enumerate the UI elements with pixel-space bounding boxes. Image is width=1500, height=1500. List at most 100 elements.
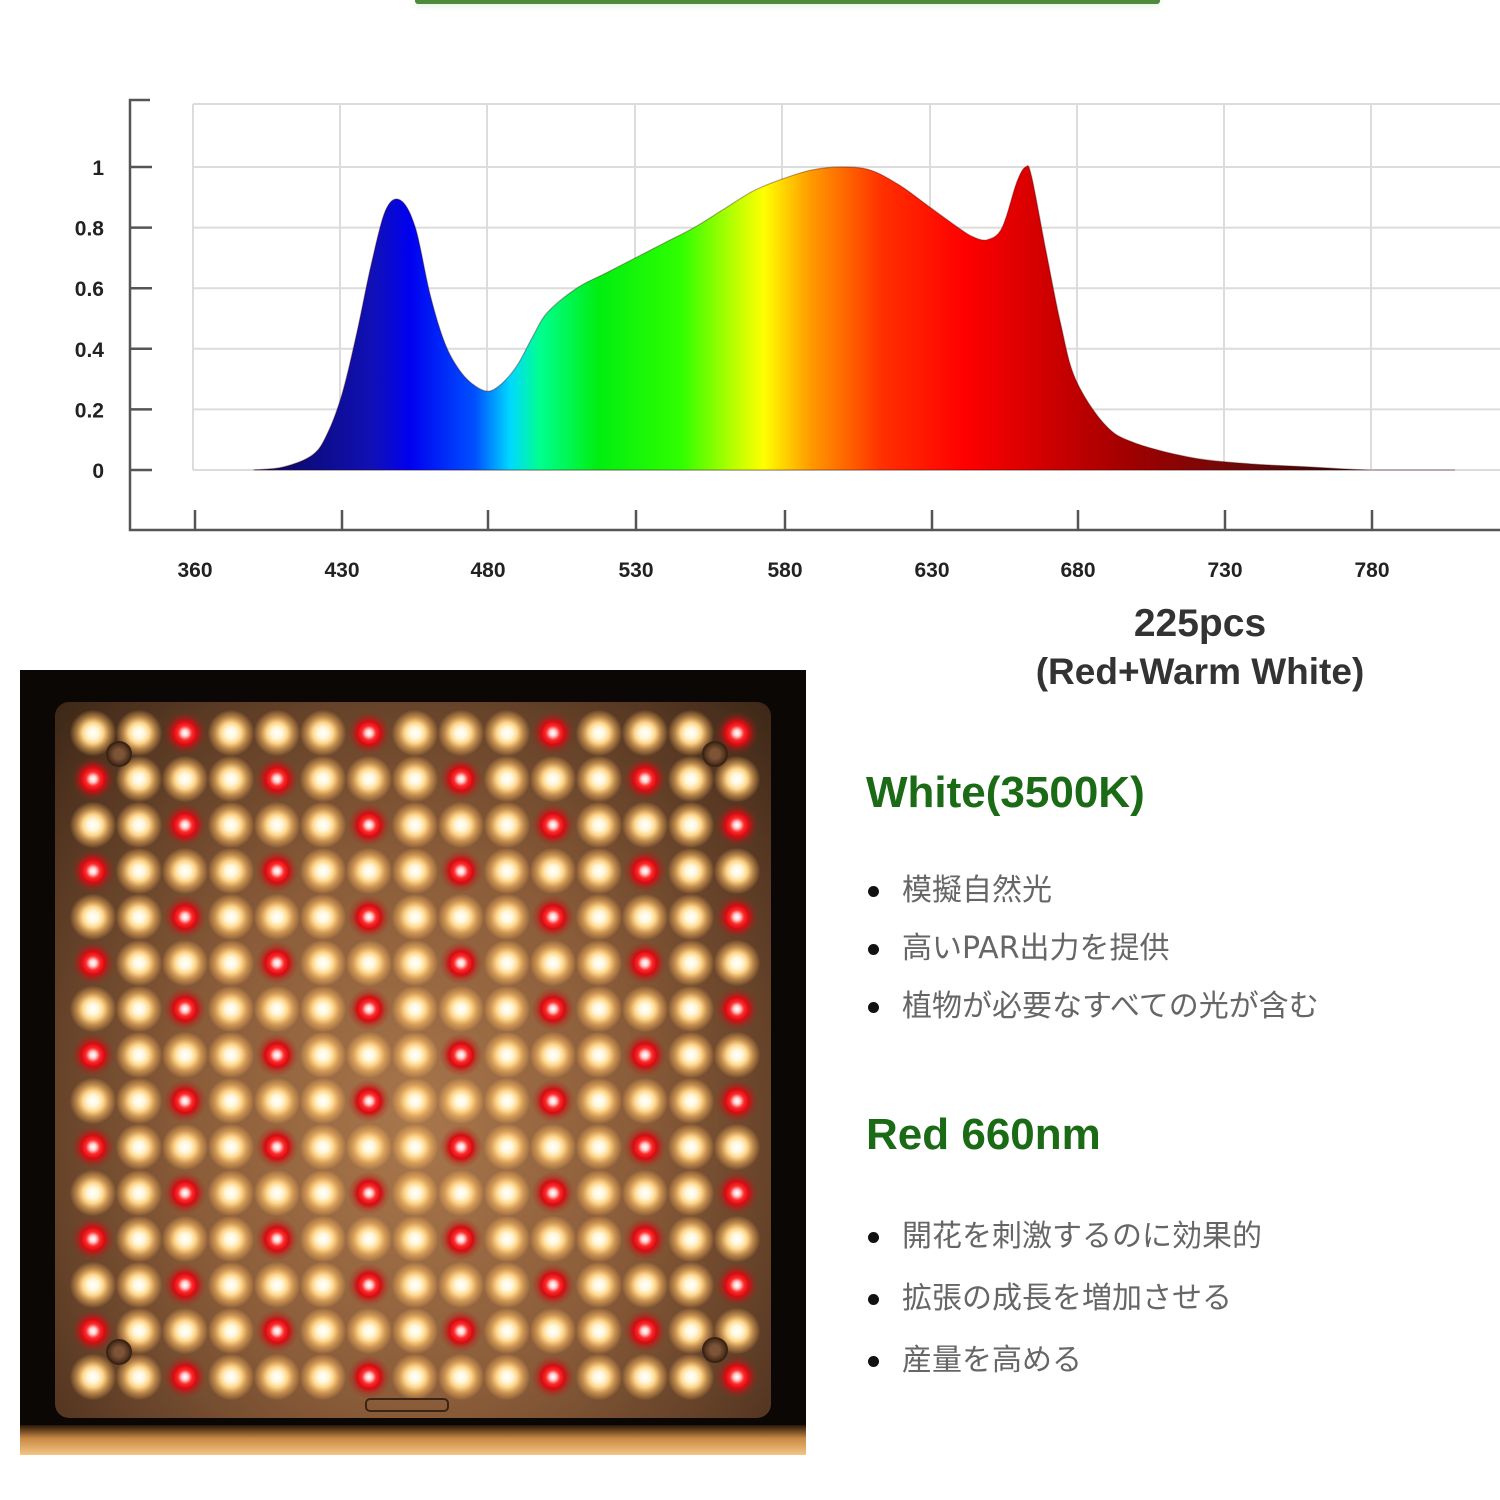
red-led (162, 1354, 208, 1400)
white-led (668, 848, 714, 894)
x-tick-label: 630 (914, 559, 949, 582)
top-accent-bar (415, 0, 1160, 4)
y-tick-label: 0.8 (75, 218, 105, 241)
white-led (116, 986, 162, 1032)
white-led (392, 1262, 438, 1308)
white-led (484, 848, 530, 894)
white-led (530, 756, 576, 802)
list-item: 植物が必要なすべての光が含む (866, 978, 1319, 1036)
white-led (484, 940, 530, 986)
white-led (392, 1124, 438, 1170)
x-tick-label: 780 (1354, 559, 1389, 582)
white-led (714, 1032, 760, 1078)
white-led (208, 1078, 254, 1124)
red-led (162, 1170, 208, 1216)
red-led (346, 986, 392, 1032)
white-led (576, 756, 622, 802)
bullet-icon (868, 886, 879, 897)
white-led (576, 1216, 622, 1262)
white-section-title: White(3500K) (866, 768, 1145, 817)
white-led (530, 848, 576, 894)
white-led (530, 940, 576, 986)
red-led (714, 894, 760, 940)
mounting-screw-icon (702, 1337, 728, 1363)
red-led (254, 940, 300, 986)
white-led (300, 1124, 346, 1170)
red-led (162, 986, 208, 1032)
y-axis-ticks: 1 0.8 0.6 0.4 0.2 0 (75, 157, 152, 483)
panel-light-glow (20, 1425, 806, 1455)
white-led (484, 986, 530, 1032)
white-led (300, 1354, 346, 1400)
red-led (530, 710, 576, 756)
red-led (346, 1354, 392, 1400)
white-led (714, 1216, 760, 1262)
y-tick-label: 1 (92, 157, 104, 180)
white-led (162, 940, 208, 986)
white-led (668, 1170, 714, 1216)
spectrum-chart: 1 0.8 0.6 0.4 0.2 0 360 430 480 530 580 630 680 730 7… (75, 98, 1500, 582)
white-led (116, 848, 162, 894)
x-tick-label: 530 (618, 559, 653, 582)
white-led (300, 756, 346, 802)
white-led (116, 1262, 162, 1308)
list-item: 開花を刺激するのに効果的 (866, 1206, 1262, 1268)
white-led (300, 986, 346, 1032)
white-led (668, 986, 714, 1032)
red-led (714, 986, 760, 1032)
white-led (254, 1262, 300, 1308)
red-led (530, 1078, 576, 1124)
white-led (576, 1262, 622, 1308)
white-led (208, 1032, 254, 1078)
white-led (392, 986, 438, 1032)
white-led (70, 1078, 116, 1124)
white-led (714, 1124, 760, 1170)
red-led (70, 1032, 116, 1078)
x-tick-label: 480 (470, 559, 505, 582)
bullet-icon (868, 1232, 879, 1243)
white-led (668, 940, 714, 986)
white-led (392, 802, 438, 848)
bullet-icon (868, 1002, 879, 1013)
red-feature-list: 開花を刺激するのに効果的 拡張の成長を増加させる 産量を高める (866, 1206, 1262, 1392)
white-led (300, 1308, 346, 1354)
list-item: 拡張の成長を増加させる (866, 1268, 1262, 1330)
red-led (714, 1354, 760, 1400)
white-led (392, 1354, 438, 1400)
white-led (208, 986, 254, 1032)
connector-label (365, 1398, 449, 1412)
white-led (484, 802, 530, 848)
y-tick-label: 0 (92, 460, 104, 483)
white-feature-list: 模擬自然光 高いPAR出力を提供 植物が必要なすべての光が含む (866, 862, 1319, 1036)
red-led (346, 894, 392, 940)
white-led (668, 802, 714, 848)
white-led (162, 1216, 208, 1262)
white-led (484, 1354, 530, 1400)
red-led (714, 1170, 760, 1216)
white-led (576, 940, 622, 986)
red-led (530, 1262, 576, 1308)
white-led (300, 802, 346, 848)
red-led (530, 986, 576, 1032)
white-led (438, 1262, 484, 1308)
led-composition: (Red+Warm White) (1035, 651, 1365, 692)
white-led (116, 1078, 162, 1124)
white-led (70, 1354, 116, 1400)
red-led (438, 1308, 484, 1354)
white-led (208, 848, 254, 894)
white-led (530, 1308, 576, 1354)
white-led (576, 1354, 622, 1400)
white-led (208, 1216, 254, 1262)
red-led (622, 756, 668, 802)
red-led (714, 1262, 760, 1308)
white-led (438, 986, 484, 1032)
list-item: 模擬自然光 (866, 862, 1319, 920)
red-led (254, 1308, 300, 1354)
red-led (622, 1032, 668, 1078)
white-led (576, 848, 622, 894)
white-led (300, 1170, 346, 1216)
white-led (668, 1078, 714, 1124)
white-led (208, 1308, 254, 1354)
white-led (668, 1216, 714, 1262)
white-led (346, 756, 392, 802)
